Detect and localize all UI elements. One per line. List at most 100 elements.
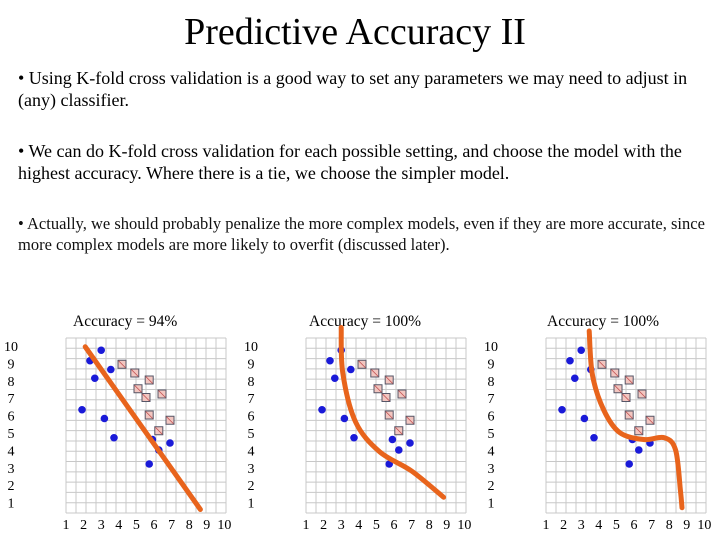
square-point <box>637 389 647 399</box>
square-point <box>144 410 154 420</box>
chart-title: Accuracy = 94% <box>73 313 178 330</box>
circle-point <box>558 405 566 414</box>
y-tick-label: 5 <box>488 427 495 442</box>
chart-title: Accuracy = 100% <box>309 313 422 330</box>
square-point <box>141 393 151 402</box>
square-point <box>133 384 143 394</box>
x-tick-label: 1 <box>303 518 310 533</box>
square-point <box>384 410 394 420</box>
plot-grid <box>305 337 467 514</box>
decision-boundary <box>586 328 685 511</box>
x-tick-label: 1 <box>63 518 70 533</box>
y-tick-label: 6 <box>8 410 15 425</box>
y-tick-label: 4 <box>488 444 495 459</box>
x-tick-label: 9 <box>203 518 210 533</box>
x-tick-label: 4 <box>595 518 602 533</box>
x-tick-label: 4 <box>115 518 122 533</box>
y-tick-label: 8 <box>8 375 15 390</box>
circle-point <box>566 356 574 365</box>
slide-title: Predictive Accuracy II <box>184 11 526 53</box>
circle-point <box>347 365 355 374</box>
circle-point <box>580 414 589 423</box>
y-tick-label: 3 <box>488 462 495 477</box>
x-tick-label: 8 <box>426 518 433 533</box>
y-tick-label: 9 <box>248 357 255 372</box>
decision-boundary <box>338 325 447 500</box>
x-tick-label: 7 <box>408 518 415 533</box>
bullet-kfold-parameters: • Using K-fold cross validation is a goo… <box>18 68 688 110</box>
square-point <box>370 368 380 378</box>
x-tick-label: 1 <box>543 518 550 533</box>
square-point <box>130 368 140 378</box>
x-tick-label: 3 <box>338 518 345 533</box>
x-tick-label: 4 <box>355 518 362 533</box>
x-tick-label: 2 <box>320 518 327 533</box>
square-point <box>117 359 127 369</box>
y-tick-label: 3 <box>8 462 15 477</box>
circle-point <box>590 433 598 442</box>
y-tick-label: 2 <box>488 479 495 494</box>
circle-point <box>635 446 643 454</box>
y-tick-label: 1 <box>248 497 255 512</box>
y-tick-label: 1 <box>8 497 15 512</box>
y-tick-label: 10 <box>4 340 18 355</box>
chart-complex-boundary: Accuracy = 100% 10 9 8 7 6 5 4 3 2 1 1 2 3 4 5 6 7 8 9 10 <box>480 308 720 540</box>
square-point <box>405 415 415 425</box>
circle-point <box>571 374 579 383</box>
x-tick-label: 9 <box>443 518 450 533</box>
square-point <box>144 375 154 385</box>
x-tick-label: 8 <box>666 518 673 533</box>
chart-linear-boundary: Accuracy = 94% 10 9 8 7 6 5 4 3 2 1 1 2 3 4 5 6 7 8 9 10 <box>0 308 240 540</box>
x-tick-label: 5 <box>133 518 140 533</box>
circle-point <box>78 405 86 414</box>
square-point <box>621 393 631 402</box>
x-tick-label: 8 <box>186 518 193 533</box>
chart-curved-boundary: Accuracy = 100% 10 9 8 7 6 5 4 3 2 1 1 2 3 4 5 6 7 8 9 10 <box>240 308 480 540</box>
y-tick-label: 5 <box>8 427 15 442</box>
square-point <box>394 426 404 436</box>
x-tick-label: 6 <box>391 518 398 533</box>
y-tick-label: 6 <box>248 410 255 425</box>
y-tick-label: 7 <box>488 392 495 407</box>
x-tick-label: 10 <box>457 518 471 533</box>
y-tick-label: 10 <box>484 340 498 355</box>
x-tick-label: 3 <box>98 518 105 533</box>
y-tick-label: 2 <box>8 479 15 494</box>
circle-point <box>100 414 109 423</box>
circle-point <box>166 439 174 447</box>
circle-point <box>318 405 326 414</box>
y-tick-label: 9 <box>8 357 15 372</box>
square-point <box>397 389 407 399</box>
circle-point <box>406 439 414 447</box>
x-tick-label: 3 <box>578 518 585 533</box>
circle-point <box>331 374 339 383</box>
square-point <box>165 415 175 425</box>
circle-point <box>110 433 118 442</box>
x-tick-label: 2 <box>80 518 87 533</box>
y-tick-label: 7 <box>248 392 255 407</box>
y-tick-label: 4 <box>8 444 15 459</box>
y-tick-label: 2 <box>248 479 255 494</box>
circle-point <box>577 346 585 355</box>
square-point <box>157 389 167 399</box>
y-tick-label: 4 <box>248 444 255 459</box>
square-point <box>373 384 383 394</box>
circle-point <box>388 435 397 444</box>
x-tick-label: 6 <box>631 518 638 533</box>
circle-point <box>625 460 633 468</box>
bullet-choose-model: • We can do K-fold cross validation for … <box>18 141 682 183</box>
x-tick-label: 6 <box>151 518 158 533</box>
circle-point <box>91 374 99 383</box>
circle-point <box>107 365 115 374</box>
y-tick-label: 7 <box>8 392 15 407</box>
y-tick-label: 6 <box>488 410 495 425</box>
x-tick-label: 9 <box>683 518 690 533</box>
x-tick-label: 5 <box>613 518 620 533</box>
chart-title: Accuracy = 100% <box>547 313 660 330</box>
x-tick-label: 7 <box>648 518 655 533</box>
y-tick-label: 3 <box>248 462 255 477</box>
square-point <box>384 375 394 385</box>
